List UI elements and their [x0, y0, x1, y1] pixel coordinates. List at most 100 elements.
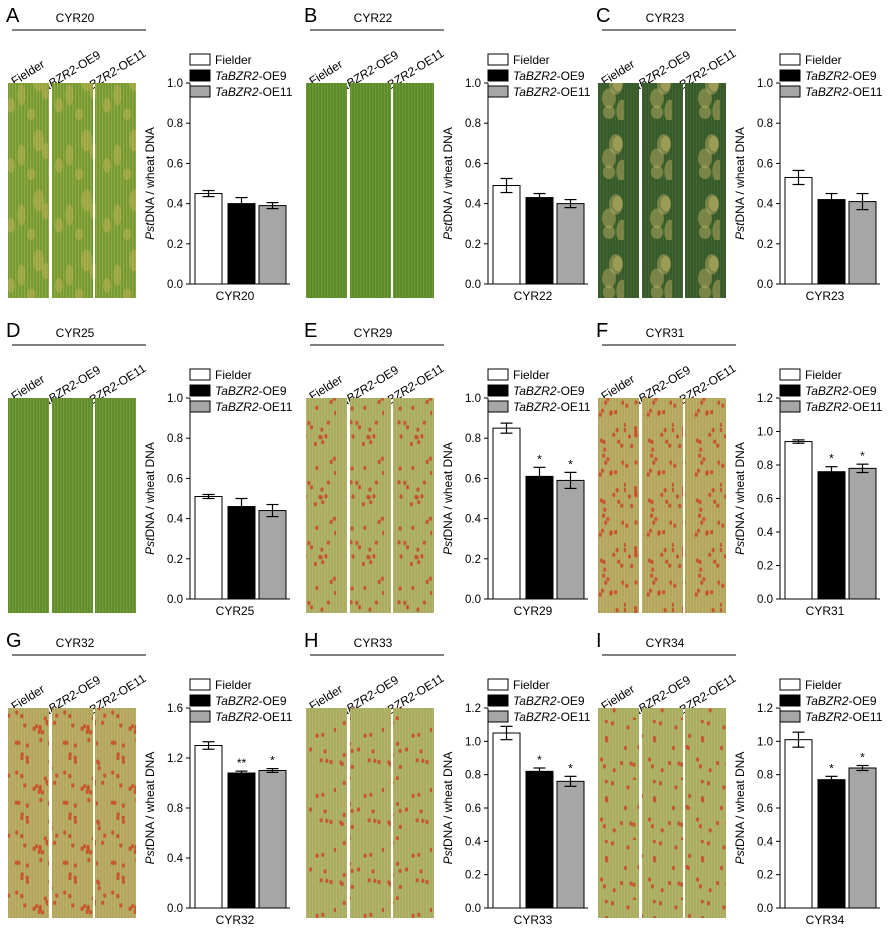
leaf-image-3: [393, 398, 434, 613]
bar-Fielder: [784, 441, 813, 600]
panel-letter: D: [6, 320, 20, 342]
legend-swatch: [189, 69, 211, 82]
leaf-image-2: [350, 398, 391, 613]
legend-entry: TaBZR2-OE11: [215, 400, 293, 414]
leaf-strain-title: CYR33: [354, 636, 393, 650]
y-tick-label: 0.2: [757, 870, 773, 882]
leaf-strain-title: CYR25: [56, 326, 95, 340]
significance-mark: *: [537, 452, 542, 466]
legend-entry: Fielder: [215, 368, 252, 382]
bar-TaBZR2-OE9: [817, 471, 846, 600]
y-tick-label: 1.6: [167, 703, 183, 715]
leaf-image-3: [393, 708, 434, 918]
y-tick-label: 0.6: [757, 494, 773, 506]
leaf-image-3: [95, 398, 136, 613]
y-tick-label: 0.0: [757, 279, 773, 291]
panel-letter: A: [6, 5, 20, 27]
legend-swatch: [189, 694, 211, 707]
legend-entry: Fielder: [805, 53, 842, 67]
leaf-image-1: [598, 708, 639, 918]
y-tick-label: 0.0: [757, 594, 773, 606]
leaf-strain-title: CYR20: [56, 11, 95, 25]
leaf-image-2: [52, 708, 93, 918]
legend-entry: TaBZR2-OE11: [215, 710, 293, 724]
bar-TaBZR2-OE11: [556, 203, 585, 285]
y-tick-label: 0.4: [757, 836, 774, 848]
y-axis-label: PstDNA / wheat DNA: [441, 442, 455, 555]
legend-entry: TaBZR2-OE11: [805, 85, 883, 99]
bar-TaBZR2-OE9: [525, 475, 554, 600]
y-tick-label: 0.8: [167, 803, 183, 815]
y-tick-label: 0.2: [465, 870, 481, 882]
legend-swatch: [487, 69, 509, 82]
bar-TaBZR2-OE11: [556, 479, 585, 600]
bar-TaBZR2-OE11: [258, 770, 287, 909]
y-tick-label: 0.0: [465, 594, 481, 606]
y-axis-label: PstDNA / wheat DNA: [733, 442, 747, 555]
legend-entry: TaBZR2-OE9: [215, 694, 287, 708]
bar-Fielder: [194, 745, 223, 909]
bar-TaBZR2-OE9: [817, 779, 846, 909]
x-axis-label: CYR23: [806, 289, 845, 303]
legend-entry: TaBZR2-OE9: [215, 69, 287, 83]
bar-TaBZR2-OE9: [227, 203, 256, 285]
leaf-image-3: [95, 708, 136, 918]
y-tick-label: 0.0: [465, 903, 481, 915]
y-tick-label: 1.0: [465, 393, 481, 405]
y-tick-label: 0.0: [167, 903, 183, 915]
legend-swatch: [487, 53, 509, 66]
bar-Fielder: [492, 185, 521, 285]
y-tick-label: 0.4: [465, 199, 482, 211]
leaf-strain-title: CYR32: [56, 636, 95, 650]
bar-TaBZR2-OE9: [525, 770, 554, 909]
leaf-image-1: [598, 398, 639, 613]
bar-Fielder: [194, 193, 223, 285]
legend-swatch: [779, 85, 801, 98]
y-tick-label: 0.8: [167, 433, 183, 445]
leaf-image-1: [306, 708, 347, 918]
significance-mark: *: [829, 761, 834, 775]
y-axis-label: PstDNA / wheat DNA: [733, 752, 747, 865]
y-tick-label: 0.4: [167, 199, 184, 211]
legend-entry: TaBZR2-OE9: [513, 694, 585, 708]
bar-Fielder: [784, 739, 813, 909]
y-tick-label: 0.4: [757, 527, 774, 539]
y-axis-label: PstDNA / wheat DNA: [143, 752, 157, 865]
legend-swatch: [779, 384, 801, 397]
bar-TaBZR2-OE11: [848, 201, 877, 285]
legend-entry: Fielder: [805, 368, 842, 382]
y-tick-label: 1.2: [465, 703, 481, 715]
y-axis-label: PstDNA / wheat DNA: [441, 127, 455, 240]
significance-mark: *: [860, 751, 865, 765]
panel-letter: I: [596, 630, 602, 652]
significance-mark: *: [568, 761, 573, 775]
legend-swatch: [779, 678, 801, 691]
y-tick-label: 0.8: [757, 118, 773, 130]
y-tick-label: 1.0: [167, 393, 183, 405]
y-tick-label: 0.8: [757, 770, 773, 782]
leaf-image-3: [685, 708, 726, 918]
x-axis-label: CYR29: [514, 604, 553, 618]
leaf-image-1: [306, 83, 347, 298]
x-axis-label: CYR22: [514, 289, 553, 303]
leaf-strain-title: CYR29: [354, 326, 393, 340]
legend-swatch: [779, 69, 801, 82]
y-tick-label: 0.2: [167, 239, 183, 251]
leaf-image-3: [95, 83, 136, 298]
leaf-strain-title: CYR31: [646, 326, 685, 340]
legend-entry: Fielder: [513, 678, 550, 692]
legend-swatch: [487, 384, 509, 397]
legend-swatch: [487, 400, 509, 413]
legend-swatch: [189, 53, 211, 66]
legend-swatch: [487, 678, 509, 691]
legend-swatch: [779, 368, 801, 381]
leaf-image-1: [598, 83, 639, 298]
leaf-image-2: [642, 398, 683, 613]
significance-mark: *: [860, 449, 865, 463]
